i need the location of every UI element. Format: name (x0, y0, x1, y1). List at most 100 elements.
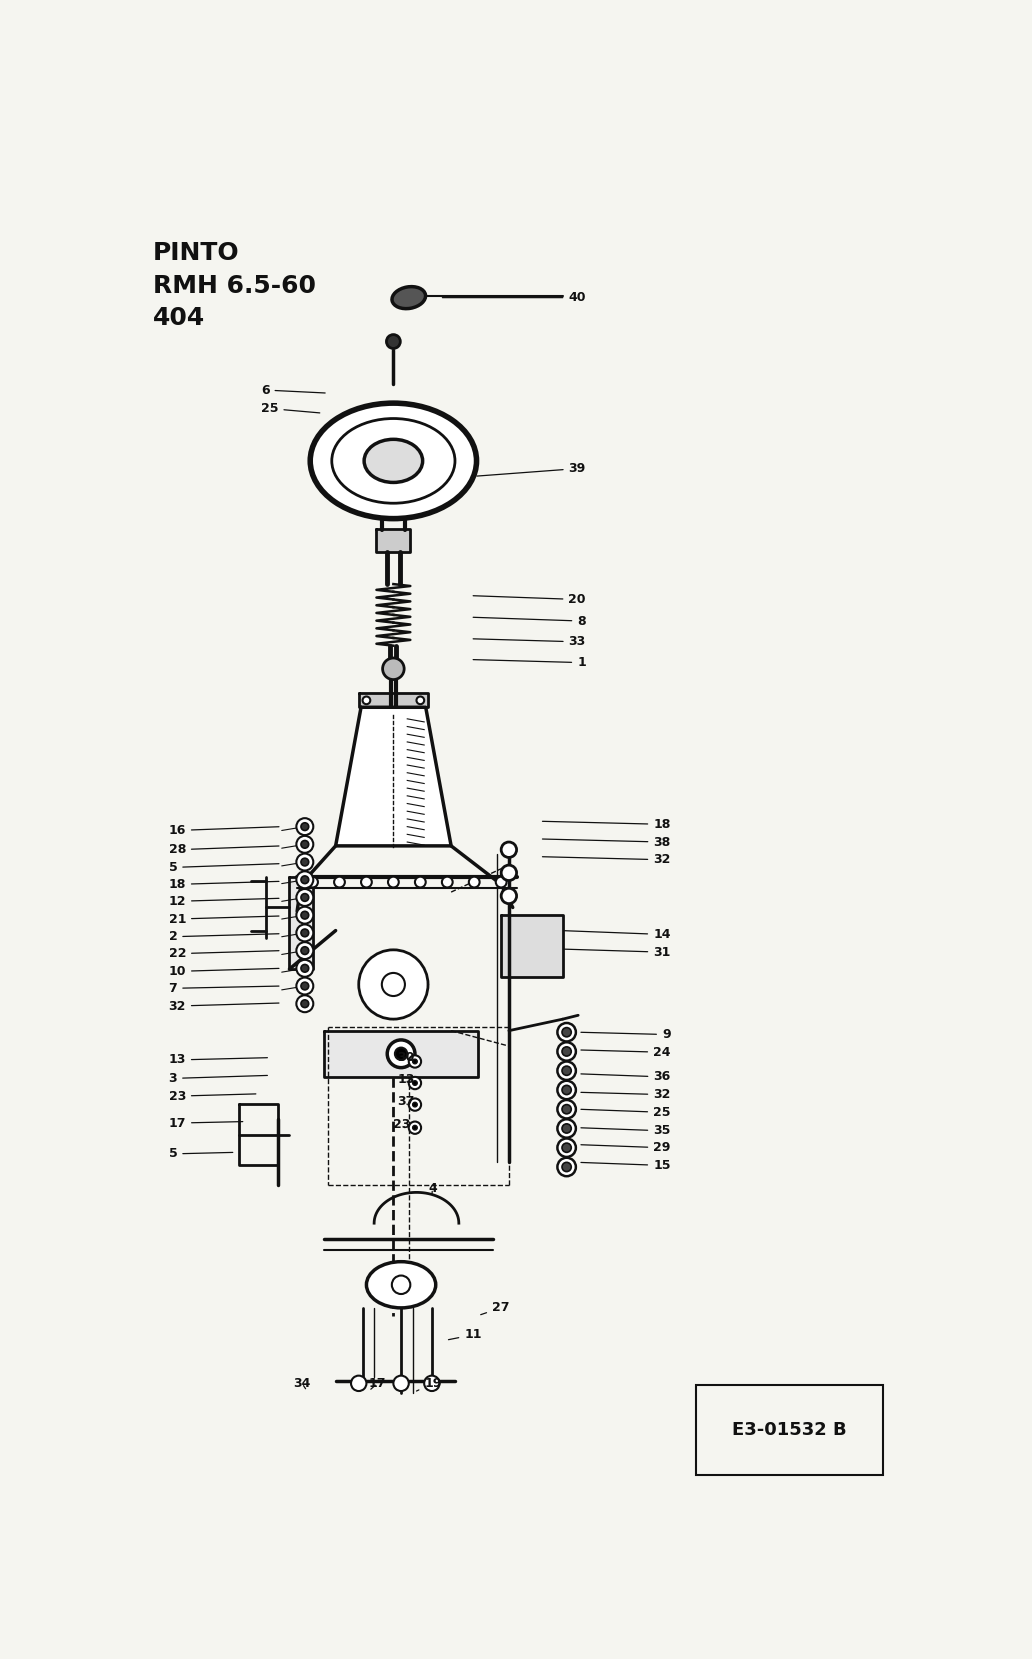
Circle shape (301, 823, 309, 831)
Circle shape (562, 1027, 572, 1037)
Circle shape (409, 1121, 421, 1133)
Circle shape (296, 907, 314, 924)
Circle shape (301, 929, 309, 937)
Text: 25: 25 (581, 1107, 671, 1118)
Text: 39: 39 (477, 463, 586, 476)
Circle shape (495, 876, 507, 888)
Circle shape (502, 888, 517, 904)
Text: 23: 23 (168, 1090, 256, 1103)
Circle shape (296, 924, 314, 941)
Circle shape (301, 982, 309, 990)
Text: 15: 15 (581, 1160, 671, 1171)
Circle shape (557, 1138, 576, 1156)
Circle shape (395, 1047, 408, 1060)
Circle shape (415, 876, 426, 888)
Text: 4: 4 (428, 1181, 437, 1194)
Circle shape (387, 1040, 415, 1068)
Polygon shape (502, 916, 562, 977)
Circle shape (562, 1085, 572, 1095)
Text: 404: 404 (153, 307, 205, 330)
Circle shape (557, 1120, 576, 1138)
Circle shape (502, 843, 517, 858)
Polygon shape (335, 707, 451, 846)
Circle shape (562, 1105, 572, 1113)
Polygon shape (324, 1030, 478, 1077)
Circle shape (388, 876, 398, 888)
Text: 2: 2 (168, 931, 279, 944)
Text: 34: 34 (293, 1377, 311, 1390)
Text: 7: 7 (168, 982, 279, 995)
Circle shape (413, 1125, 417, 1130)
Ellipse shape (331, 418, 455, 503)
Text: 1: 1 (473, 655, 586, 669)
Text: 29: 29 (581, 1141, 671, 1155)
Text: 25: 25 (261, 401, 320, 415)
Circle shape (562, 1047, 572, 1057)
Circle shape (296, 942, 314, 959)
Circle shape (361, 876, 372, 888)
Text: 30: 30 (397, 1052, 415, 1063)
Ellipse shape (311, 403, 477, 519)
Circle shape (562, 1163, 572, 1171)
Circle shape (359, 951, 428, 1019)
Circle shape (413, 1080, 417, 1085)
Text: 32: 32 (543, 853, 671, 866)
Text: 20: 20 (473, 592, 586, 606)
Text: 37: 37 (397, 1095, 415, 1108)
Text: 13: 13 (397, 1073, 415, 1085)
Text: PINTO: PINTO (153, 242, 239, 265)
Text: 35: 35 (581, 1125, 671, 1138)
Text: E3-01532 B: E3-01532 B (732, 1420, 847, 1438)
Text: 22: 22 (168, 947, 279, 961)
Circle shape (562, 1143, 572, 1153)
Circle shape (296, 854, 314, 871)
Circle shape (557, 1100, 576, 1118)
Circle shape (557, 1062, 576, 1080)
Circle shape (362, 697, 370, 703)
Circle shape (296, 977, 314, 994)
Text: RMH 6.5-60: RMH 6.5-60 (153, 274, 316, 297)
Circle shape (296, 836, 314, 853)
Text: 17: 17 (368, 1377, 386, 1390)
Text: 31: 31 (565, 946, 671, 959)
Text: 38: 38 (543, 836, 671, 848)
Circle shape (557, 1042, 576, 1060)
Text: 9: 9 (581, 1029, 671, 1042)
Circle shape (557, 1024, 576, 1042)
Circle shape (296, 995, 314, 1012)
Circle shape (502, 864, 517, 881)
Text: 5: 5 (168, 1148, 233, 1160)
Circle shape (413, 1058, 417, 1063)
Circle shape (409, 1055, 421, 1068)
Circle shape (301, 947, 309, 954)
Circle shape (469, 876, 480, 888)
Text: 23: 23 (393, 1118, 411, 1131)
Circle shape (301, 858, 309, 866)
Ellipse shape (392, 287, 425, 309)
Circle shape (562, 1123, 572, 1133)
Text: 13: 13 (168, 1053, 267, 1067)
Text: 16: 16 (168, 825, 279, 838)
Text: 33: 33 (473, 635, 586, 649)
Text: 21: 21 (168, 912, 279, 926)
Text: 28: 28 (168, 843, 279, 856)
Circle shape (557, 1158, 576, 1176)
Polygon shape (359, 693, 428, 707)
Circle shape (301, 964, 309, 972)
Ellipse shape (366, 1262, 436, 1307)
Circle shape (301, 841, 309, 848)
Text: 18: 18 (168, 878, 279, 891)
Text: 40: 40 (443, 290, 586, 304)
Text: 11: 11 (449, 1329, 482, 1342)
Circle shape (334, 876, 345, 888)
Ellipse shape (364, 440, 423, 483)
Polygon shape (377, 529, 411, 552)
Text: 27: 27 (481, 1301, 510, 1314)
Text: 36: 36 (581, 1070, 671, 1083)
Circle shape (301, 1000, 309, 1007)
Text: 12: 12 (168, 894, 279, 907)
Polygon shape (289, 876, 313, 969)
Text: 17: 17 (168, 1117, 243, 1130)
Text: 32: 32 (168, 999, 279, 1012)
Circle shape (382, 972, 405, 995)
